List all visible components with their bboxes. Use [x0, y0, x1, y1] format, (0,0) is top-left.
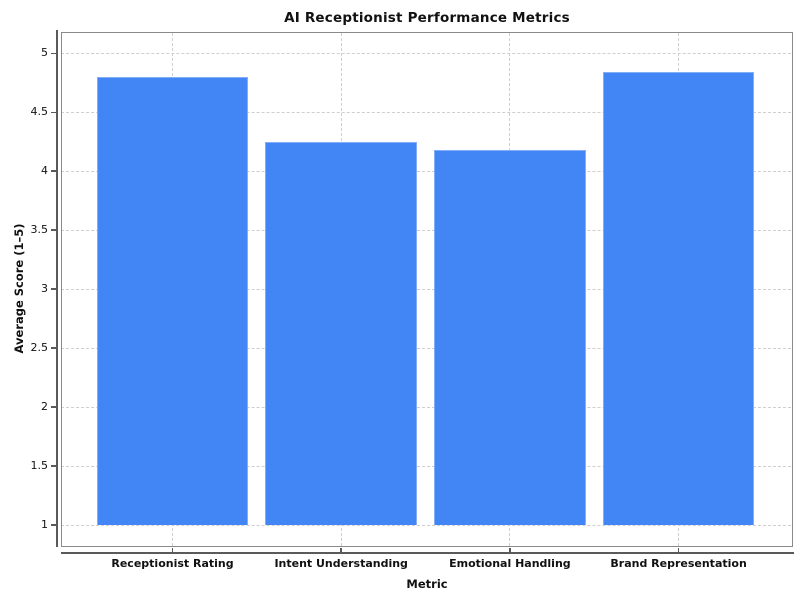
- bar-receptionist-rating: [96, 76, 249, 525]
- x-axis-tick: [171, 547, 174, 552]
- x-axis-tick: [340, 547, 342, 552]
- bar-emotional-handling: [434, 150, 586, 525]
- bar-brand-representation: [602, 72, 755, 525]
- y-axis-tick: [50, 288, 57, 290]
- x-tick-label: Intent Understanding: [274, 557, 408, 570]
- x-axis-title: Metric: [406, 577, 448, 591]
- y-tick-label: 1: [41, 518, 48, 531]
- horizontal-gridline: [61, 52, 791, 54]
- chart-title: AI Receptionist Performance Metrics: [284, 10, 570, 26]
- y-axis-tick: [50, 406, 57, 408]
- x-axis-tick: [677, 547, 680, 552]
- y-tick-label: 2.5: [30, 341, 49, 355]
- y-tick-label: 3: [41, 282, 48, 296]
- horizontal-gridline: [61, 229, 791, 231]
- horizontal-gridline: [61, 465, 791, 467]
- y-axis-tick: [50, 347, 57, 349]
- horizontal-gridline: [61, 288, 791, 290]
- horizontal-gridline: [61, 524, 791, 526]
- horizontal-gridline: [61, 406, 791, 408]
- y-tick-label: 4: [41, 164, 48, 178]
- x-tick-label: Emotional Handling: [449, 557, 571, 570]
- bar-intent-understanding: [265, 141, 417, 525]
- y-tick-label: 3.5: [30, 223, 49, 237]
- y-axis-line: [56, 30, 58, 547]
- horizontal-gridline: [61, 347, 791, 349]
- y-axis-tick: [50, 170, 57, 172]
- y-axis-tick: [50, 465, 57, 467]
- horizontal-gridline: [61, 170, 791, 172]
- x-axis-tick: [509, 547, 511, 552]
- horizontal-gridline: [61, 111, 791, 113]
- x-tick-label: Brand Representation: [610, 557, 747, 570]
- x-tick-label: Receptionist Rating: [111, 557, 234, 570]
- y-tick-label: 2: [41, 400, 48, 414]
- y-axis-tick: [50, 524, 57, 526]
- y-axis-tick: [50, 52, 57, 55]
- x-axis-line: [60, 552, 794, 554]
- y-axis-tick: [50, 111, 57, 114]
- y-tick-label: 5: [41, 46, 48, 60]
- y-axis-tick: [50, 229, 57, 231]
- y-tick-label: 1.5: [30, 459, 49, 473]
- y-tick-label: 4.5: [30, 105, 49, 119]
